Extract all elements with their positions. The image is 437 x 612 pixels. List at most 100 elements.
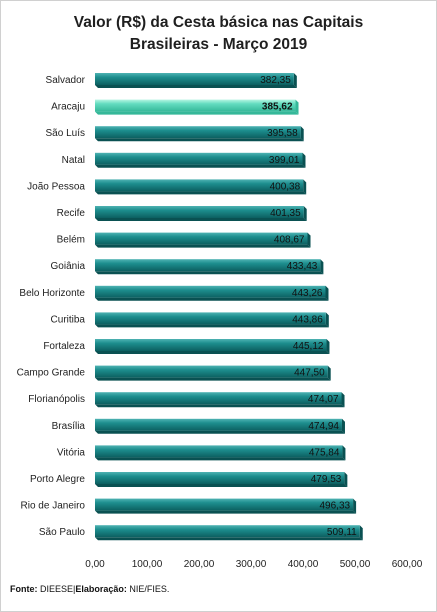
elaboration-value: NIE/FIES.	[126, 584, 170, 594]
value-labels: 382,35 385,62 395,58 399,01 400,38 401,35 408,…	[260, 75, 357, 538]
bar-side-face	[341, 418, 345, 434]
category-label: Recife	[57, 208, 86, 219]
bar	[95, 365, 331, 381]
bar-front-face	[95, 285, 326, 298]
source-label: Fonte:	[10, 584, 38, 594]
category-label: Natal	[62, 155, 85, 166]
bar	[95, 73, 297, 88]
bar-front-face	[95, 99, 296, 112]
bar-side-face	[342, 445, 346, 461]
bar-front-face	[95, 259, 321, 272]
x-axis-tick-labels: 0,00 100,00 200,00 300,00 400,00 500,00 600,00	[85, 559, 422, 570]
bar-bottom-face	[95, 138, 304, 142]
source-footer: Fonte: DIEESE|Elaboração: NIE/FIES.	[10, 584, 169, 594]
category-label: Brasília	[52, 421, 86, 432]
category-label: Campo Grande	[17, 368, 86, 379]
x-tick-label: 500,00	[340, 559, 371, 570]
category-label: Aracaju	[51, 102, 85, 113]
bar-side-face	[303, 206, 307, 221]
bar-bottom-face	[95, 111, 299, 115]
bar-side-face	[341, 392, 345, 408]
bar-side-face	[302, 152, 306, 168]
bar-bottom-face	[95, 85, 297, 88]
bar-front-face	[95, 73, 294, 85]
bar-bottom-face	[95, 537, 363, 541]
bar	[95, 312, 329, 328]
category-label: Goiânia	[51, 261, 86, 272]
bar-front-face	[95, 179, 304, 192]
value-label: 475,84	[309, 447, 340, 458]
category-label: São Paulo	[39, 527, 86, 538]
bar	[95, 126, 304, 142]
bar-front-face	[95, 152, 303, 165]
source-value: DIEESE	[37, 584, 74, 594]
elaboration-label: Elaboração:	[75, 584, 127, 594]
value-label: 385,62	[262, 102, 293, 113]
value-label: 474,94	[308, 421, 339, 432]
category-label: Rio de Janeiro	[21, 501, 86, 512]
bar-bottom-face	[95, 191, 307, 195]
bar	[95, 339, 330, 354]
bar	[95, 206, 307, 221]
bar-front-face	[95, 445, 343, 458]
value-label: 433,43	[287, 261, 318, 272]
bar-bottom-face	[95, 324, 329, 328]
category-label: Curitiba	[51, 314, 86, 325]
bar-bottom-face	[95, 377, 331, 381]
bar-side-face	[320, 259, 324, 275]
value-label: 445,12	[293, 341, 324, 352]
bar-side-face	[353, 498, 357, 514]
x-tick-label: 0,00	[85, 559, 105, 570]
bar	[95, 232, 311, 248]
value-label: 408,67	[274, 235, 305, 246]
category-label: Belém	[57, 235, 85, 246]
category-label: Porto Alegre	[30, 474, 85, 485]
value-label: 496,33	[319, 501, 350, 512]
category-label: Belo Horizonte	[19, 288, 85, 299]
value-label: 399,01	[269, 155, 300, 166]
x-tick-label: 600,00	[392, 559, 423, 570]
category-label: Fortaleza	[43, 341, 85, 352]
bar-bottom-face	[95, 164, 306, 168]
bar	[95, 152, 306, 168]
bars	[95, 73, 363, 541]
bar-front-face	[95, 126, 301, 139]
value-label: 382,35	[260, 75, 291, 86]
bar-side-face	[307, 232, 311, 248]
bar-side-face	[344, 472, 348, 487]
category-labels: Salvador Aracaju São Luís Natal João Pessoa R…	[17, 75, 86, 538]
bar-side-face	[325, 285, 329, 301]
bar-bottom-face	[95, 271, 324, 275]
bar-side-face	[303, 179, 307, 195]
category-label: Florianópolis	[28, 394, 85, 405]
bar-bottom-face	[95, 510, 357, 514]
bar	[95, 472, 348, 487]
value-label: 447,50	[294, 368, 325, 379]
bar	[95, 498, 357, 514]
value-label: 479,53	[311, 474, 342, 485]
bar-front-face	[95, 206, 304, 218]
bar-front-face	[95, 312, 326, 325]
x-tick-label: 300,00	[236, 559, 267, 570]
value-label: 509,11	[327, 527, 357, 538]
bar-side-face	[359, 525, 363, 541]
x-tick-label: 200,00	[184, 559, 215, 570]
footer-separator: |	[73, 584, 76, 594]
bar-front-face	[95, 525, 360, 538]
bar-bottom-face	[95, 297, 329, 301]
value-label: 443,86	[292, 314, 323, 325]
bar	[95, 418, 345, 434]
category-label: João Pessoa	[27, 181, 85, 192]
bar-side-face	[293, 73, 297, 88]
bar	[95, 392, 345, 408]
bar-side-face	[325, 312, 329, 328]
value-label: 395,58	[267, 128, 298, 139]
bar-side-face	[295, 99, 299, 115]
bar-front-face	[95, 339, 327, 351]
value-label: 474,07	[308, 394, 339, 405]
bar-front-face	[95, 472, 345, 484]
x-tick-label: 400,00	[288, 559, 319, 570]
bar-bottom-face	[95, 484, 348, 487]
x-tick-label: 100,00	[132, 559, 163, 570]
